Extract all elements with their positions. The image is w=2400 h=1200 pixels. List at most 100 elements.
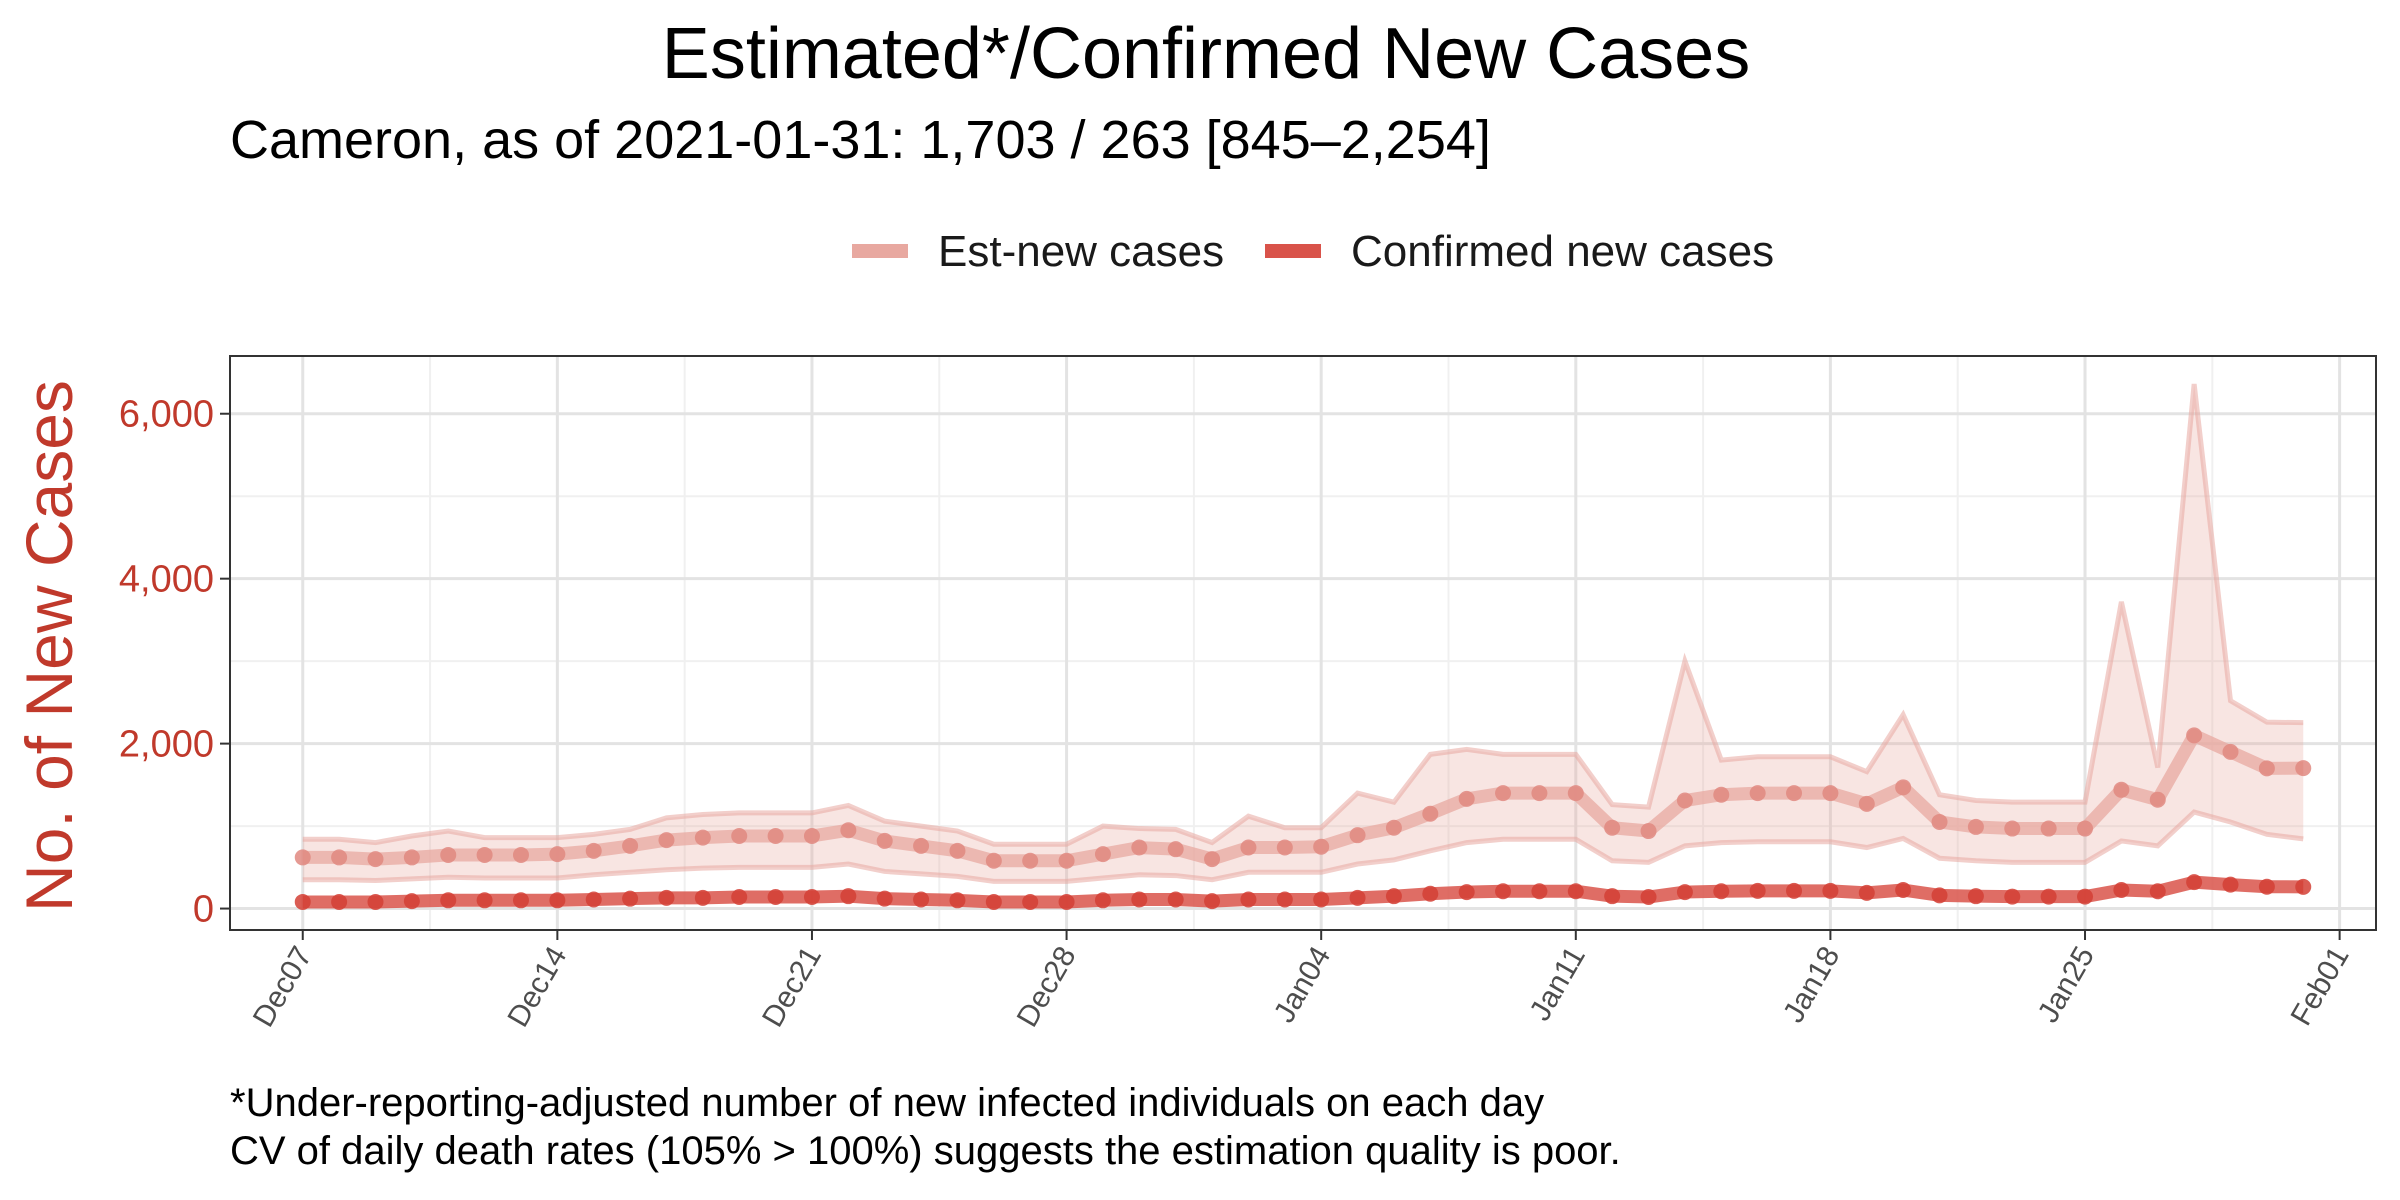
est-data-point xyxy=(2222,743,2239,760)
est-data-point xyxy=(1967,818,1984,835)
plot-area xyxy=(229,355,2377,931)
x-axis-ticks: Dec07 Dec14 Dec21 Dec28 Jan04 Jan11 Jan18 Jan25… xyxy=(247,930,2356,1033)
confirmed-data-point xyxy=(803,889,820,906)
est-data-point xyxy=(585,842,602,859)
est-data-point xyxy=(1531,785,1548,802)
confirmed-data-point xyxy=(294,893,311,910)
est-data-point xyxy=(512,846,529,863)
confirmed-data-point xyxy=(985,893,1002,910)
est-data-point xyxy=(1240,839,1257,856)
est-data-point xyxy=(913,837,930,854)
confirmed-data-point xyxy=(1713,883,1730,900)
y-tick-label: 2,000 xyxy=(119,724,214,766)
confirmed-data-point xyxy=(1604,888,1621,905)
est-data-point xyxy=(331,849,348,866)
legend-label-est: Est-new cases xyxy=(938,227,1224,276)
y-tick-label: 0 xyxy=(193,889,214,931)
confirmed-data-point xyxy=(1676,884,1693,901)
confirmed-data-point xyxy=(440,892,457,909)
est-data-point xyxy=(476,846,493,863)
est-data-point xyxy=(1713,786,1730,803)
est-data-point xyxy=(2004,820,2021,837)
y-axis-label: No. of New Cases xyxy=(12,380,86,912)
confirmed-data-point xyxy=(2186,874,2203,891)
confirmed-data-point xyxy=(949,892,966,909)
x-tick-label: Jan11 xyxy=(1524,941,1592,1026)
est-data-point xyxy=(876,832,893,849)
confidence-bands xyxy=(302,383,2304,884)
x-tick-label: Dec21 xyxy=(756,941,828,1033)
est-data-point xyxy=(1786,785,1803,802)
est-data-point xyxy=(1676,792,1693,809)
y-axis-ticks: 0 2,000 4,000 6,000 xyxy=(119,394,230,931)
est-data-point xyxy=(1931,813,1948,830)
chart-title: Estimated*/Confirmed New Cases xyxy=(662,14,1750,94)
est-data-point xyxy=(1313,838,1330,855)
est-data-point xyxy=(367,851,384,868)
est-data-point xyxy=(1567,785,1584,802)
legend-swatch-est xyxy=(852,244,908,258)
est-data-point xyxy=(1131,839,1148,856)
confirmed-data-point xyxy=(2004,888,2021,905)
est-data-point xyxy=(2295,760,2312,777)
est-data-point xyxy=(549,846,566,863)
est-data-point xyxy=(1058,852,1075,869)
est-data-point xyxy=(1749,785,1766,802)
est-data-point xyxy=(1022,852,1039,869)
confirmed-data-point xyxy=(2040,888,2057,905)
confirmed-data-point xyxy=(913,891,930,908)
confirmed-data-point xyxy=(840,888,857,905)
confirmed-data-point xyxy=(1094,892,1111,909)
est-data-point xyxy=(949,842,966,859)
est-data-point xyxy=(2258,760,2275,777)
est-data-point xyxy=(803,827,820,844)
est-data-point xyxy=(1895,779,1912,796)
est-data-point xyxy=(1094,846,1111,863)
est-data-point xyxy=(2113,781,2130,798)
confirmed-data-point xyxy=(367,893,384,910)
est-data-point xyxy=(2077,820,2094,837)
est-data-point xyxy=(694,829,711,846)
x-tick-label: Jan18 xyxy=(1777,941,1846,1028)
confirmed-data-point xyxy=(476,892,493,909)
confirmed-data-point xyxy=(767,889,784,906)
x-tick-label: Dec28 xyxy=(1011,941,1083,1033)
confirmed-data-point xyxy=(1931,887,1948,904)
y-tick-label: 6,000 xyxy=(119,394,214,436)
x-tick-label: Feb01 xyxy=(2285,941,2356,1031)
est-data-point xyxy=(1385,819,1402,836)
est-data-point xyxy=(1204,851,1221,868)
legend-swatch-confirmed xyxy=(1265,244,1321,258)
est-data-point xyxy=(1495,785,1512,802)
est-data-point xyxy=(622,837,639,854)
confirmed-data-point xyxy=(549,892,566,909)
est-data-point xyxy=(1458,790,1475,807)
est-data-point xyxy=(1604,819,1621,836)
confirmed-data-point xyxy=(694,889,711,906)
series-points xyxy=(294,727,2312,910)
confirmed-data-point xyxy=(2149,883,2166,900)
x-tick-label: Dec14 xyxy=(501,941,573,1033)
est-data-point xyxy=(658,832,675,849)
est-data-point xyxy=(840,822,857,839)
est-data-point xyxy=(1276,839,1293,856)
est-data-point xyxy=(294,849,311,866)
confirmed-data-point xyxy=(585,891,602,908)
confirmed-data-point xyxy=(1167,891,1184,908)
confirmed-data-point xyxy=(622,890,639,907)
confirmed-data-point xyxy=(1313,891,1330,908)
confirmed-data-point xyxy=(1858,884,1875,901)
confirmed-data-point xyxy=(403,893,420,910)
confirmed-data-point xyxy=(512,892,529,909)
confirmed-data-point xyxy=(1531,883,1548,900)
confirmed-data-point xyxy=(1749,882,1766,899)
footnote-line-1: *Under-reporting-adjusted number of new … xyxy=(230,1081,1544,1125)
est-data-point xyxy=(1422,805,1439,822)
est-data-point xyxy=(2040,820,2057,837)
est-data-point xyxy=(2186,727,2203,744)
est-data-point xyxy=(1640,823,1657,840)
est-data-point xyxy=(1349,827,1366,844)
est-data-point xyxy=(403,849,420,866)
confirmed-data-point xyxy=(1495,883,1512,900)
legend: Est-new cases Confirmed new cases xyxy=(852,227,1774,276)
